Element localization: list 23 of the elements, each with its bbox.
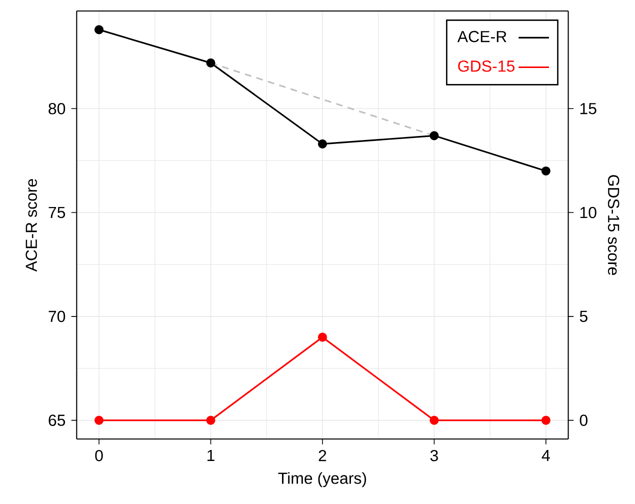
y2-tick-label: 5: [580, 310, 588, 322]
y2-tick-label: 15: [580, 103, 596, 114]
x-tick-label: 0: [95, 450, 103, 462]
legend-label: GDS-15: [458, 60, 514, 72]
y2-tick-label: 10: [580, 206, 596, 218]
point: [318, 139, 328, 148]
point: [541, 166, 550, 176]
x-tick-label: 3: [430, 450, 438, 462]
y2-axis-title: GDS-15 score: [608, 175, 620, 275]
x-tick-label: 2: [318, 450, 326, 462]
y-tick-label: 80: [48, 102, 66, 114]
y2-tick-label: 0: [580, 414, 588, 426]
point: [206, 58, 216, 68]
x-axis-title: Time (years): [278, 472, 366, 488]
y-axis-title: ACE-R score: [26, 179, 37, 272]
y-tick-label: 70: [48, 310, 66, 322]
x-tick-label: 4: [542, 450, 550, 461]
x-tick-label: 1: [208, 450, 214, 461]
legend-label: ACE-R: [457, 30, 506, 42]
y-tick-label: 75: [48, 206, 66, 218]
y-tick-label: 65: [48, 414, 66, 426]
point: [430, 131, 439, 140]
point: [94, 25, 104, 34]
